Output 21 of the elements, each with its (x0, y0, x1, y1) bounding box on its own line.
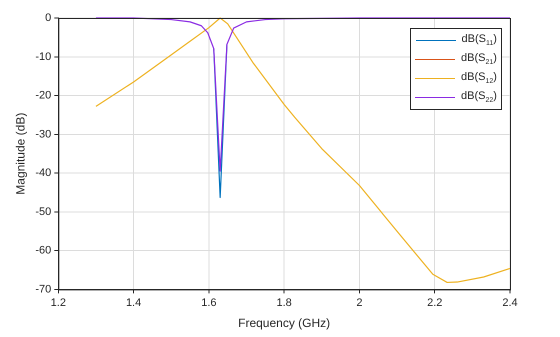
y-tick-label: -20 (35, 90, 52, 102)
y-axis-title: Magnitude (dB) (14, 112, 28, 195)
x-tick-label: 1.6 (201, 297, 217, 310)
x-axis-title: Frequency (GHz) (238, 316, 330, 330)
y-tick-label: -50 (35, 206, 52, 218)
x-tick-label: 2.2 (427, 297, 442, 310)
legend-label: dB(S$_{12}$) (461, 71, 497, 86)
y-tick-label: -70 (35, 283, 52, 296)
y-tick-label: -40 (35, 167, 52, 180)
x-tick-label: 2 (356, 297, 362, 310)
y-tick-label: -60 (35, 244, 52, 257)
x-tick-label: 1.8 (276, 297, 292, 310)
x-tick-label: 1.2 (50, 297, 66, 310)
legend-label: dB(S$_{11}$) (462, 33, 497, 48)
legend-label: dB(S$_{22}$) (461, 90, 497, 105)
legend-label: dB(S$_{21}$) (461, 52, 497, 67)
y-tick-label: -30 (35, 128, 52, 140)
x-tick-label: 2.4 (502, 297, 518, 310)
x-tick-label: 1.4 (126, 297, 142, 310)
y-tick-label: -10 (35, 50, 52, 63)
y-tick-label: 0 (45, 12, 52, 24)
